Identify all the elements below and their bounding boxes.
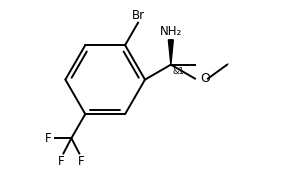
Text: F: F bbox=[78, 155, 85, 168]
Text: CH₃: CH₃ bbox=[228, 63, 230, 64]
Text: Br: Br bbox=[131, 9, 145, 22]
Text: O: O bbox=[200, 72, 210, 85]
Text: F: F bbox=[58, 155, 65, 168]
Text: NH₂: NH₂ bbox=[160, 25, 182, 38]
Text: F: F bbox=[45, 132, 52, 145]
Text: &1: &1 bbox=[173, 67, 185, 76]
Polygon shape bbox=[168, 40, 173, 65]
